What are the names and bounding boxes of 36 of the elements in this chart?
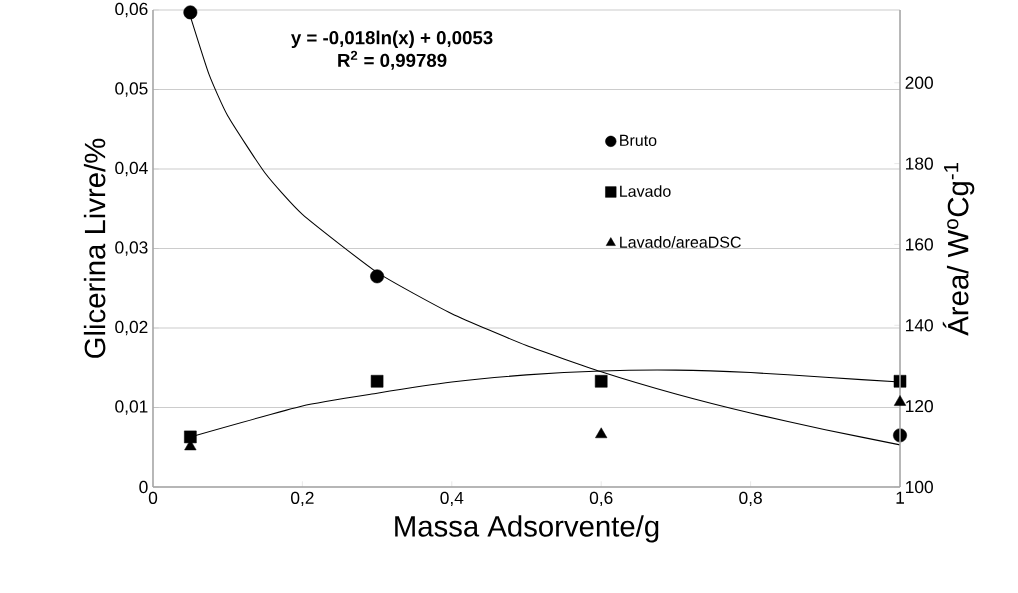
annotation: R$^{2}$ = 0,99789 <box>338 50 447 70</box>
y2-tick-label: 180 <box>906 157 933 170</box>
y-tick-label: 0 <box>139 480 148 494</box>
x-tick-label: 0,2 <box>291 491 314 507</box>
y2-tick-label: 160 <box>906 238 933 251</box>
y-axis-title: Glicerina Livre/% <box>83 138 106 358</box>
y-tick-label: 0,02 <box>115 320 148 336</box>
point <box>370 375 384 388</box>
y-tick-label: 0,04 <box>115 161 148 177</box>
x-tick-label: 0,6 <box>589 491 613 507</box>
legend-label: Lavado/areaDSC <box>620 236 741 248</box>
y2-tick-label: 200 <box>905 76 933 89</box>
y-tick-label: 0,05 <box>115 82 148 97</box>
x-tick-label: 1 <box>896 491 904 504</box>
point <box>594 375 608 388</box>
y-tick-label: 0,03 <box>115 241 148 256</box>
point <box>370 269 385 284</box>
legend-label: Bruto <box>620 134 657 146</box>
point <box>595 427 608 439</box>
point <box>183 5 198 20</box>
y2-tick-label: 140 <box>906 319 933 332</box>
y2-tick-label: 100 <box>906 480 933 494</box>
y2-axis-title: Área/ W$^{o}$Cg$^{-1}$ <box>942 162 975 336</box>
y2-tick-label: 120 <box>906 400 933 413</box>
point <box>893 375 907 388</box>
x-axis-title: Massa Adsorvente/g <box>395 515 659 543</box>
x-tick-label: 0 <box>148 491 158 504</box>
y-tick-label: 0,01 <box>115 400 148 415</box>
legend-label: Lavado <box>620 185 671 197</box>
point <box>893 428 907 443</box>
x-tick-label: 0,8 <box>739 491 762 507</box>
point <box>893 395 907 406</box>
annotation: y = -0,018ln(x) + 0,0053 <box>291 30 493 49</box>
point <box>184 430 197 444</box>
y-tick-label: 0,06 <box>115 2 148 18</box>
x-tick-label: 0,4 <box>440 491 464 507</box>
